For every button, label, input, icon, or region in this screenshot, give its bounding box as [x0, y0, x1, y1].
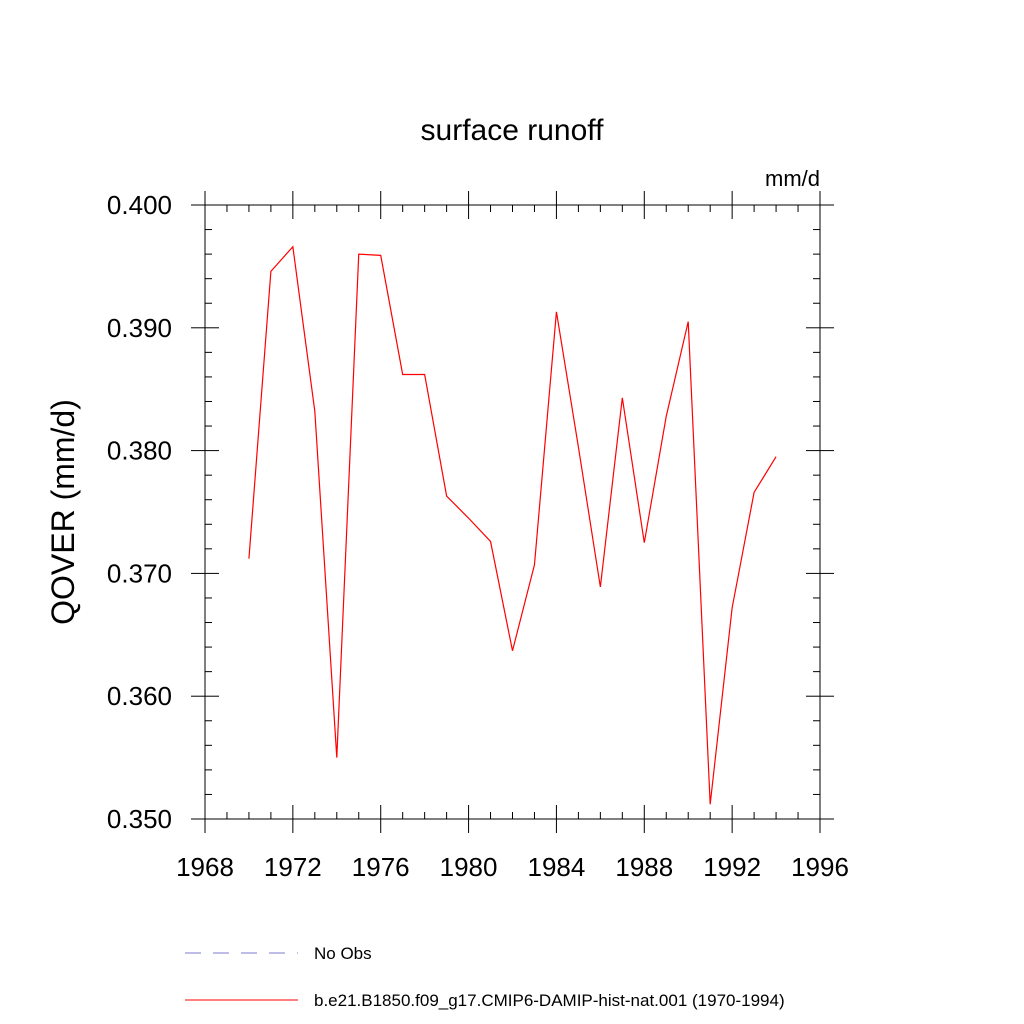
y-tick-label: 0.380: [107, 436, 172, 466]
chart-title: surface runoff: [421, 114, 605, 147]
x-tick-label: 1968: [176, 852, 234, 882]
y-tick-labels: 0.350 0.360 0.370 0.380 0.390 0.400: [107, 190, 172, 834]
y-tick-label: 0.390: [107, 313, 172, 343]
x-tick-label: 1996: [791, 852, 849, 882]
x-tick-labels: 1968 1972 1976 1980 1984 1988 1992 1996: [176, 852, 849, 882]
x-tick-label: 1972: [264, 852, 322, 882]
legend: No Obs b.e21.B1850.f09_g17.CMIP6-DAMIP-hi…: [185, 944, 785, 1010]
x-tick-label: 1976: [352, 852, 410, 882]
y-tick-label: 0.370: [107, 558, 172, 588]
x-tick-label: 1984: [528, 852, 586, 882]
legend-label: b.e21.B1850.f09_g17.CMIP6-DAMIP-hist-nat…: [314, 991, 785, 1010]
y-tick-label: 0.360: [107, 681, 172, 711]
units-label: mm/d: [765, 166, 820, 191]
axis-ticks: [191, 191, 834, 833]
x-tick-label: 1992: [703, 852, 761, 882]
x-tick-label: 1980: [440, 852, 498, 882]
series-lines: [248, 245, 777, 805]
series-line-1: [248, 245, 777, 805]
x-tick-label: 1988: [615, 852, 673, 882]
y-tick-label: 0.350: [107, 804, 172, 834]
legend-label: No Obs: [314, 944, 372, 963]
y-axis-label: QOVER (mm/d): [45, 399, 81, 625]
y-tick-label: 0.400: [107, 190, 172, 220]
plot-frame: [204, 204, 821, 820]
